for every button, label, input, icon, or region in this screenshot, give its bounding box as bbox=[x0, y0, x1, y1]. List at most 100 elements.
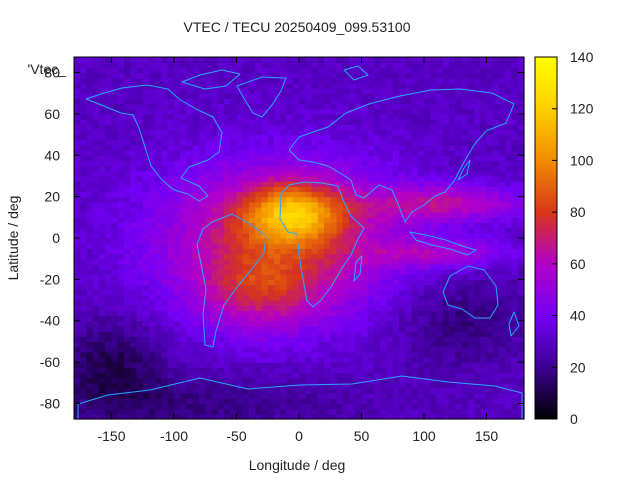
heatmap-cell bbox=[299, 331, 306, 337]
heatmap-cell bbox=[286, 356, 294, 363]
heatmap-cell bbox=[180, 62, 188, 68]
heatmap-cell bbox=[505, 289, 513, 296]
heatmap-cell bbox=[392, 62, 400, 68]
heatmap-cell bbox=[180, 206, 188, 213]
heatmap-cell bbox=[430, 103, 438, 110]
heatmap-cell bbox=[380, 88, 388, 94]
heatmap-cell bbox=[192, 191, 200, 198]
heatmap-cell bbox=[330, 346, 338, 353]
heatmap-cell bbox=[86, 124, 94, 130]
heatmap-cell bbox=[267, 310, 275, 317]
heatmap-cell bbox=[455, 289, 463, 296]
heatmap-cell bbox=[267, 124, 275, 130]
heatmap-cell bbox=[274, 139, 281, 146]
heatmap-cell bbox=[249, 134, 256, 141]
heatmap-cell bbox=[211, 82, 219, 89]
heatmap-cell bbox=[92, 403, 100, 410]
heatmap-cell bbox=[411, 310, 419, 317]
heatmap-cell bbox=[349, 258, 356, 265]
heatmap-cell bbox=[224, 72, 231, 79]
heatmap-cell bbox=[480, 150, 488, 156]
heatmap-cell bbox=[480, 165, 488, 172]
heatmap-cell bbox=[299, 398, 306, 405]
heatmap-cell bbox=[367, 243, 375, 249]
heatmap-cell bbox=[267, 191, 275, 198]
heatmap-cell bbox=[186, 393, 194, 399]
heatmap-cell bbox=[186, 212, 194, 218]
heatmap-cell bbox=[130, 238, 138, 244]
heatmap-cell bbox=[480, 72, 488, 79]
heatmap-cell bbox=[474, 387, 481, 394]
heatmap-cell bbox=[236, 300, 244, 306]
heatmap-cell bbox=[149, 139, 156, 146]
heatmap-cell bbox=[261, 191, 269, 198]
heatmap-cell bbox=[380, 269, 388, 275]
heatmap-cell bbox=[105, 305, 113, 311]
heatmap-cell bbox=[124, 253, 131, 260]
heatmap-cell bbox=[236, 325, 244, 332]
heatmap-cell bbox=[442, 351, 450, 358]
heatmap-cell bbox=[411, 325, 419, 332]
heatmap-cell bbox=[380, 346, 388, 353]
heatmap-cell bbox=[211, 170, 219, 177]
heatmap-cell bbox=[424, 72, 431, 79]
heatmap-cell bbox=[511, 336, 519, 343]
heatmap-cell bbox=[167, 67, 175, 74]
heatmap-cell bbox=[274, 103, 281, 110]
heatmap-cell bbox=[511, 356, 519, 363]
heatmap-cell bbox=[149, 72, 156, 79]
heatmap-cell bbox=[499, 206, 506, 213]
heatmap-cell bbox=[92, 150, 100, 156]
heatmap-cell bbox=[180, 398, 188, 405]
heatmap-cell bbox=[267, 62, 275, 68]
heatmap-cell bbox=[274, 325, 281, 332]
heatmap-cell bbox=[405, 98, 413, 105]
heatmap-cell bbox=[174, 186, 181, 193]
heatmap-cell bbox=[217, 165, 225, 172]
heatmap-cell bbox=[505, 305, 513, 311]
heatmap-cell bbox=[480, 201, 488, 208]
heatmap-cell bbox=[192, 155, 200, 162]
heatmap-cell bbox=[467, 72, 475, 79]
heatmap-cell bbox=[211, 248, 219, 255]
heatmap-cell bbox=[511, 150, 519, 156]
heatmap-cell bbox=[92, 170, 100, 177]
heatmap-cell bbox=[467, 331, 475, 337]
heatmap-cell bbox=[480, 88, 488, 94]
heatmap-cell bbox=[336, 331, 344, 337]
heatmap-cell bbox=[186, 217, 194, 224]
heatmap-cell bbox=[205, 134, 213, 141]
heatmap-cell bbox=[436, 170, 444, 177]
heatmap-cell bbox=[505, 310, 513, 317]
heatmap-cell bbox=[399, 160, 406, 167]
heatmap-cell bbox=[286, 403, 294, 410]
heatmap-cell bbox=[192, 362, 200, 368]
heatmap-cell bbox=[174, 325, 181, 332]
heatmap-cell bbox=[492, 196, 500, 203]
heatmap-cell bbox=[280, 217, 288, 224]
heatmap-cell bbox=[117, 263, 125, 270]
heatmap-cell bbox=[161, 144, 169, 151]
heatmap-cell bbox=[436, 232, 444, 239]
heatmap-cell bbox=[261, 103, 269, 110]
heatmap-cell bbox=[230, 336, 238, 343]
heatmap-cell bbox=[374, 372, 381, 379]
heatmap-cell bbox=[186, 331, 194, 337]
heatmap-cell bbox=[111, 113, 119, 120]
heatmap-cell bbox=[455, 62, 463, 68]
heatmap-cell bbox=[74, 382, 81, 389]
heatmap-cell bbox=[424, 289, 431, 296]
heatmap-cell bbox=[517, 403, 525, 410]
heatmap-cell bbox=[386, 206, 394, 213]
heatmap-cell bbox=[192, 346, 200, 353]
heatmap-cell bbox=[480, 181, 488, 187]
heatmap-cell bbox=[330, 160, 338, 167]
heatmap-cell bbox=[399, 98, 406, 105]
heatmap-cell bbox=[217, 289, 225, 296]
heatmap-cell bbox=[449, 227, 456, 234]
heatmap-cell bbox=[417, 253, 425, 260]
heatmap-cell bbox=[242, 186, 250, 193]
heatmap-cell bbox=[267, 315, 275, 322]
heatmap-cell bbox=[242, 222, 250, 229]
heatmap-cell bbox=[324, 57, 331, 63]
